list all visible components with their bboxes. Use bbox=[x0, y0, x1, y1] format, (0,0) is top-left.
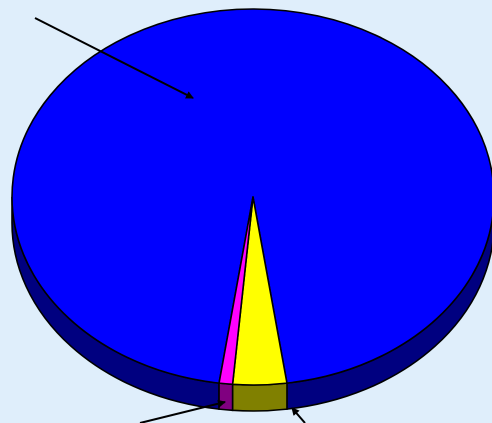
arrow-main bbox=[34, 17, 194, 99]
slice-yellow-side-2 bbox=[231, 382, 288, 412]
arrow-yellow bbox=[139, 399, 226, 423]
slice-main bbox=[11, 8, 492, 384]
slice-magenta-side-3 bbox=[218, 382, 234, 412]
slice-magenta bbox=[218, 196, 254, 386]
arrow-magenta bbox=[291, 407, 306, 423]
